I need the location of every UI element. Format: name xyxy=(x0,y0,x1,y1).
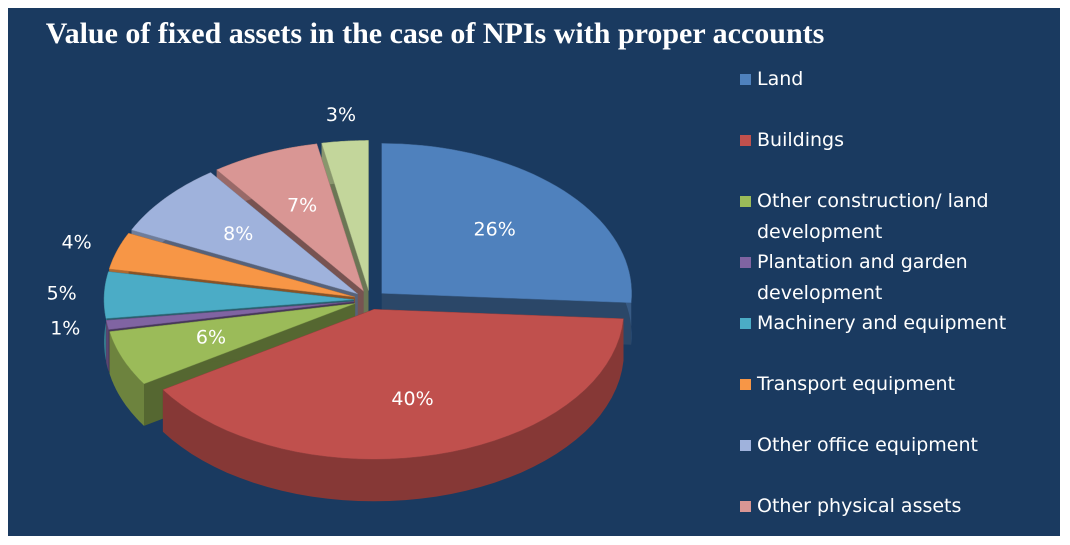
pie-slice xyxy=(108,232,355,298)
legend-label: Buildings xyxy=(757,129,844,151)
data-label: 40% xyxy=(391,388,433,410)
legend-label: Transport equipment xyxy=(757,373,956,395)
pie-slice xyxy=(105,301,355,330)
data-label: 5% xyxy=(47,283,77,305)
pie-slice xyxy=(131,172,358,295)
legend-item: Land xyxy=(740,64,1040,125)
legend-item: Other physical assets xyxy=(740,491,1040,545)
legend-label: Machinery and equipment xyxy=(757,312,1007,334)
slice-wall xyxy=(162,318,624,502)
legend-label: Plantation and garden development xyxy=(757,251,968,304)
legend-swatch xyxy=(740,379,751,390)
legend-item: Machinery and equipment xyxy=(740,308,1040,369)
legend-swatch xyxy=(740,318,751,329)
data-label: 6% xyxy=(196,326,226,348)
data-label: 26% xyxy=(474,218,516,240)
legend-label: Land xyxy=(757,68,804,90)
data-label: 7% xyxy=(287,194,317,216)
legend-item: Other office equipment xyxy=(740,430,1040,491)
legend-item: Plantation and garden development xyxy=(740,247,1040,308)
legend-swatch xyxy=(740,501,751,512)
legend-swatch xyxy=(740,74,751,85)
legend-item: Buildings xyxy=(740,125,1040,186)
data-label: 3% xyxy=(326,104,356,126)
legend-swatch xyxy=(740,196,751,207)
legend-item: Transport equipment xyxy=(740,369,1040,430)
pie-slice xyxy=(103,271,355,319)
data-label: 4% xyxy=(62,231,92,253)
slice-wall xyxy=(106,320,109,372)
pie-slice xyxy=(321,140,369,291)
pie-slice xyxy=(381,143,632,304)
data-label: 8% xyxy=(223,223,253,245)
legend-label: Other office equipment xyxy=(757,434,978,456)
legend-swatch xyxy=(740,135,751,146)
legend-item: Other construction/ land development xyxy=(740,186,1040,247)
legend-swatch xyxy=(740,440,751,451)
legend-swatch xyxy=(740,257,751,268)
legend: Land Buildings Other construction/ land de… xyxy=(740,64,1040,545)
data-label: 1% xyxy=(50,317,80,339)
pie-slice xyxy=(109,303,356,385)
legend-label: Other physical assets xyxy=(757,495,962,517)
legend-label: Other construction/ land development xyxy=(757,190,989,243)
chart-title: Value of fixed assets in the case of NPI… xyxy=(45,17,825,50)
pie-slice xyxy=(162,309,624,460)
pie-slice xyxy=(216,143,365,292)
slice-wall xyxy=(109,331,144,426)
